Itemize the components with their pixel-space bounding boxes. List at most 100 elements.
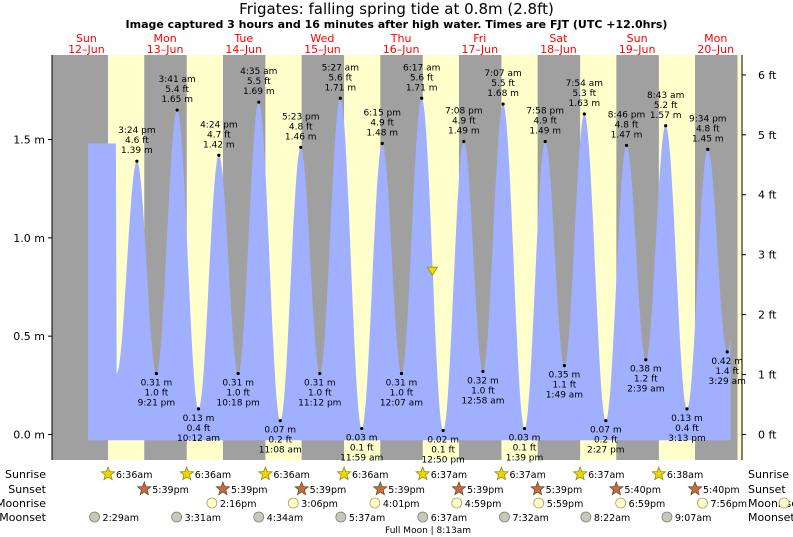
extreme-label: 1:39 pm (506, 454, 544, 464)
extreme-label: 1.49 m (529, 127, 561, 137)
moonset-time: 5:37am (349, 513, 385, 524)
sunrise-icon (651, 466, 667, 481)
sunrise-label-right: Sunrise (748, 468, 789, 481)
sunset-icon (608, 481, 624, 496)
extreme-point (299, 145, 303, 150)
left-tick-label: 0.5 m (13, 330, 45, 343)
day-name-label: Mon (704, 32, 727, 45)
extreme-label: 1.68 m (487, 89, 519, 99)
extreme-point (725, 350, 729, 354)
extreme-label: 1.0 ft (390, 388, 414, 398)
extreme-label: 0.31 m (222, 378, 254, 388)
left-axis: 0.0 m 0.5 m 1.0 m 1.5 m (13, 55, 53, 460)
right-tick-label: 4 ft (758, 189, 777, 202)
moonset-icon (417, 511, 429, 523)
extreme-label: 0.35 m (549, 371, 581, 381)
sunset-label-left: Sunset (8, 483, 46, 496)
moonrise-icon (615, 497, 627, 509)
extreme-label: 1.0 ft (471, 387, 495, 397)
extreme-label: 4.9 ft (533, 117, 557, 127)
moonrise-icon (451, 497, 463, 509)
day-date-label: 14–Jun (225, 43, 262, 56)
extreme-point (196, 407, 201, 411)
right-tick-label: 3 ft (758, 249, 777, 262)
extreme-label: 1.0 ft (226, 388, 250, 398)
extreme-label: 0.32 m (467, 377, 499, 387)
extreme-label: 1.46 m (285, 132, 317, 142)
extreme-point (318, 371, 322, 376)
extreme-label: 2:39 am (627, 385, 664, 395)
extreme-label: 9:34 pm (689, 114, 727, 124)
extreme-point (278, 419, 282, 423)
extreme-label: 4.8 ft (615, 120, 639, 130)
moonrise-icon (533, 497, 545, 509)
day-name-label: Sun (76, 32, 97, 45)
extreme-label: 7:54 am (566, 79, 603, 89)
day-name-label: Sun (627, 32, 648, 45)
day-date-label: 19–Jun (619, 43, 656, 56)
extreme-label: 1.0 ft (145, 388, 169, 398)
day-name-label: Mon (153, 32, 176, 45)
extreme-point (706, 147, 710, 151)
extreme-label: 1.2 ft (634, 375, 658, 385)
extreme-label: 0.03 m (509, 434, 541, 444)
extreme-label: 4.8 ft (289, 122, 313, 132)
extreme-label: 5.4 ft (165, 85, 189, 95)
extreme-label: 1:49 am (546, 391, 583, 401)
extreme-label: 4:35 am (240, 67, 277, 77)
moonrise-time: 6:59pm (629, 499, 666, 510)
day-date-label: 15–Jun (304, 43, 341, 56)
extreme-point (175, 108, 179, 112)
extreme-point (562, 364, 566, 368)
extreme-label: 1.45 m (692, 134, 724, 144)
extreme-label: 1.65 m (161, 95, 193, 105)
moonset-time: 7:32am (512, 513, 548, 524)
sunrise-icon (572, 466, 588, 481)
extreme-label: 0.13 m (671, 414, 703, 424)
extreme-label: 4.9 ft (452, 117, 476, 127)
extreme-label: 3:13 pm (668, 434, 706, 444)
left-tick-label: 1.0 m (13, 232, 45, 245)
right-tick-label: 1 ft (758, 369, 777, 382)
sunrise-icon (100, 466, 116, 481)
sunrise-icon (257, 466, 273, 481)
extreme-point (420, 96, 424, 100)
extreme-label: 5.6 ft (328, 73, 352, 83)
extreme-point (462, 139, 466, 144)
extreme-label: 5.3 ft (572, 89, 596, 99)
daylight-band (737, 55, 742, 460)
extreme-label: 0.38 m (630, 365, 662, 375)
extreme-point (154, 371, 159, 376)
day-date-label: 20–Jun (697, 43, 734, 56)
extreme-point (624, 143, 629, 148)
extreme-label: 0.13 m (183, 414, 215, 424)
moonset-time: 3:31am (185, 513, 221, 524)
sunrise-time: 6:37am (431, 470, 467, 481)
sunset-icon (215, 481, 231, 496)
right-tick-label: 0 ft (758, 428, 777, 441)
extreme-label: 11:59 am (340, 454, 383, 464)
sunset-icon (687, 481, 703, 496)
moonset-icon (89, 511, 100, 523)
extreme-label: 4.8 ft (696, 124, 720, 134)
moonset-time: 8:22am (594, 513, 630, 524)
extreme-label: 2:27 pm (587, 446, 625, 456)
chart-title: Frigates: falling spring tide at 0.8m (2… (239, 0, 554, 18)
sunrise-time: 6:36am (273, 470, 309, 481)
moonrise-icon (369, 497, 381, 509)
sunrise-time: 6:36am (195, 470, 231, 481)
right-tick-label: 2 ft (758, 309, 777, 322)
sunrise-time: 6:36am (116, 470, 152, 481)
extreme-label: 1.71 m (406, 83, 438, 93)
extreme-label: 1.4 ft (715, 367, 739, 377)
extreme-label: 1.1 ft (553, 381, 577, 391)
extreme-label: 1.63 m (568, 99, 600, 109)
extreme-label: 1.39 m (121, 146, 153, 156)
extreme-label: 0.2 ft (268, 436, 292, 446)
extreme-point (236, 371, 240, 376)
extreme-label: 5:23 pm (282, 112, 320, 122)
sunrise-icon (415, 466, 431, 481)
extreme-label: 7:08 pm (445, 107, 483, 117)
extreme-point (664, 124, 668, 128)
